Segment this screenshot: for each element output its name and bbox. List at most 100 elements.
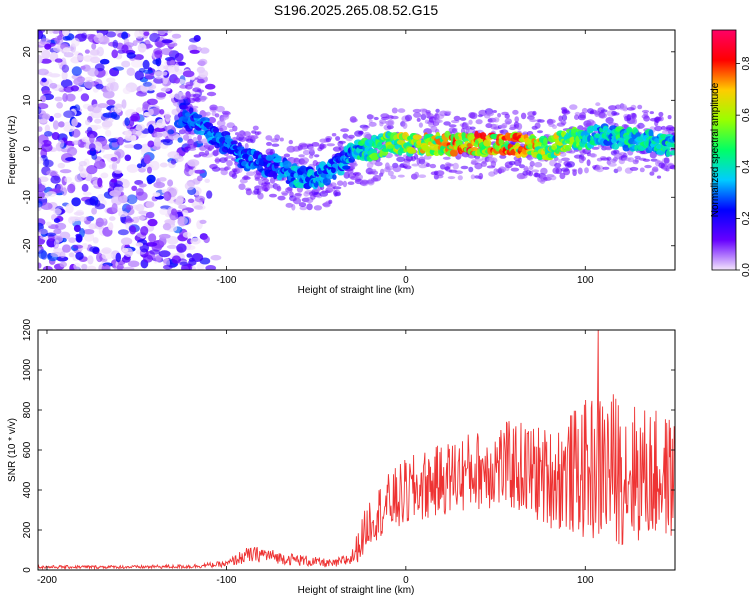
heatmap-cell (586, 159, 591, 167)
heatmap-cell (135, 242, 144, 247)
heatmap-cell (559, 172, 566, 180)
heatmap-cell (276, 185, 282, 192)
heatmap-cell (184, 84, 193, 90)
heatmap-cell (232, 145, 239, 150)
heatmap-cell (602, 166, 610, 170)
heatmap-cell (84, 119, 91, 126)
heatmap-cell (229, 129, 234, 133)
heatmap-cell (44, 43, 52, 50)
heatmap-x-label: Height of straight line (km) (298, 285, 415, 296)
heatmap-cell (105, 31, 117, 38)
heatmap-cell (608, 162, 617, 167)
heatmap-cell (194, 195, 206, 203)
heatmap-cell (65, 157, 76, 162)
heatmap-cell (102, 90, 115, 99)
y-tick-label: 1000 (22, 358, 33, 381)
heatmap-cell (75, 209, 85, 216)
heatmap-cell (190, 105, 199, 109)
heatmap-cell (397, 108, 406, 113)
heatmap-cell (639, 167, 645, 173)
heatmap-cell (116, 136, 124, 146)
heatmap-cell (62, 93, 68, 102)
heatmap-cell (121, 99, 127, 109)
heatmap-cell (106, 99, 116, 106)
heatmap-cell (179, 105, 188, 110)
heatmap-cell (568, 150, 576, 154)
heatmap-cell (537, 130, 543, 134)
heatmap-cell (598, 112, 607, 119)
heatmap-cell (134, 70, 144, 81)
heatmap-cell (569, 104, 578, 110)
heatmap-cell (444, 130, 451, 138)
heatmap-cell (109, 190, 122, 197)
heatmap-cell (429, 163, 437, 169)
heatmap-cell (143, 254, 153, 263)
heatmap-cell (403, 160, 410, 167)
heatmap-cell (282, 160, 292, 169)
heatmap-cell (89, 134, 95, 144)
heatmap-cell (211, 166, 221, 172)
heatmap-cell (528, 170, 533, 177)
heatmap-cell (84, 198, 97, 206)
heatmap-cell (357, 130, 364, 135)
heatmap-cell (468, 166, 474, 173)
y-tick-label: 600 (22, 441, 33, 458)
heatmap-cell (252, 125, 259, 131)
heatmap-cell (52, 120, 59, 130)
x-tick-label: -100 (216, 275, 236, 286)
heatmap-cell (387, 170, 394, 177)
heatmap-cell (55, 222, 67, 230)
heatmap-cell (265, 135, 273, 141)
heatmap-cell (44, 124, 51, 133)
heatmap-cell (501, 122, 508, 129)
heatmap-cell (38, 103, 49, 110)
heatmap-cell (416, 117, 421, 122)
heatmap-cell (613, 112, 620, 116)
heatmap-cell (649, 111, 654, 115)
heatmap-cell (565, 144, 572, 152)
heatmap-cell (454, 170, 463, 175)
heatmap-cell (92, 237, 99, 244)
heatmap-cell (67, 183, 76, 194)
x-tick-label: 100 (577, 575, 594, 586)
heatmap-cell (554, 162, 562, 168)
heatmap-cell (555, 167, 563, 175)
heatmap-cell (91, 207, 97, 215)
heatmap-cell (448, 124, 457, 128)
heatmap-cell (634, 155, 641, 159)
heatmap-cell (56, 102, 63, 109)
heatmap-cell (181, 95, 188, 100)
heatmap-cell (129, 225, 137, 235)
heatmap-cell (167, 129, 175, 135)
heatmap-cell (631, 113, 637, 120)
heatmap-cell (657, 116, 662, 121)
heatmap-cell (294, 193, 303, 197)
heatmap-cell (187, 159, 200, 167)
heatmap-cell (368, 114, 375, 119)
heatmap-cell (42, 265, 53, 270)
heatmap-cell (64, 176, 72, 183)
heatmap-cell (380, 168, 385, 175)
y-tick-label: 0 (22, 567, 33, 573)
heatmap-cell (148, 108, 154, 116)
heatmap-cell (257, 192, 264, 200)
heatmap-cell (483, 139, 492, 147)
heatmap-cell (373, 116, 379, 121)
heatmap-cell (91, 124, 102, 130)
heatmap-cell (640, 124, 646, 128)
heatmap-cell (669, 165, 675, 170)
heatmap-cell (63, 110, 75, 118)
heatmap-cell (73, 224, 81, 233)
heatmap-cell (192, 93, 201, 98)
heatmap-cell (529, 160, 535, 167)
heatmap-cell (412, 108, 422, 113)
heatmap-cell (145, 201, 155, 208)
heatmap-cell (298, 202, 307, 208)
heatmap-cell (402, 122, 408, 129)
snr-panel: -200 -100 0 100 0 200 400 600 800 1000 1200 Heigh… (7, 318, 676, 596)
heatmap-cell (347, 181, 355, 185)
heatmap-cell (108, 222, 114, 231)
heatmap-cell (101, 252, 114, 260)
heatmap-cell (46, 221, 52, 227)
